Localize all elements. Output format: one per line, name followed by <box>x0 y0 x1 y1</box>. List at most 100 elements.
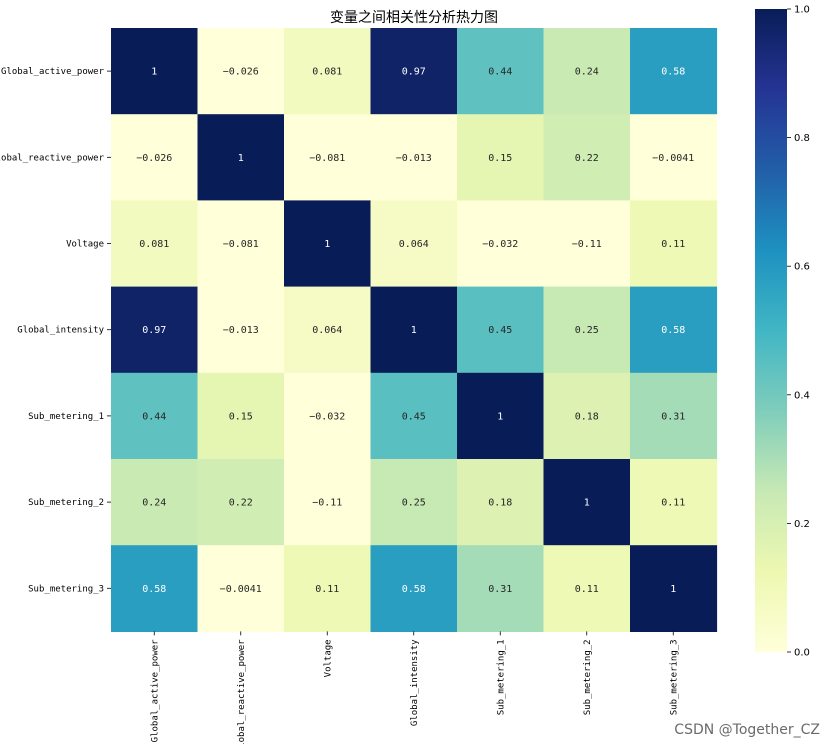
heatmap-cell <box>370 28 458 115</box>
cell-annotation: 1 <box>238 153 244 164</box>
cell-annotation: −0.013 <box>396 153 432 164</box>
heatmap-cell <box>630 286 718 374</box>
cell-annotation: 0.081 <box>312 67 342 78</box>
heatmap-cell <box>284 545 372 632</box>
cell-annotation: −0.013 <box>223 325 259 336</box>
cell-annotation: 0.18 <box>575 411 599 422</box>
heatmap-cell <box>457 286 545 374</box>
x-tick-label: Global_active_power <box>150 639 160 743</box>
cell-annotation: −0.0041 <box>652 153 694 164</box>
heatmap-cell <box>630 200 718 288</box>
heatmap-cell <box>284 200 372 288</box>
heatmap-cell <box>543 114 631 201</box>
heatmap-cell <box>197 459 285 546</box>
heatmap-cell <box>543 28 631 115</box>
cell-annotation: 0.18 <box>488 498 512 509</box>
x-axis-tick-labels: Global_active_power Global_reactive_power… <box>150 631 679 744</box>
cell-annotation: 1 <box>584 498 590 509</box>
watermark-text: CSDN @Together_CZ <box>674 722 820 738</box>
cell-annotation: 1 <box>670 584 676 595</box>
chart-title: 变量之间相关性分析热力图 <box>330 10 498 26</box>
colorbar-tick-label: 0.4 <box>794 390 810 401</box>
heatmap-cell <box>543 200 631 288</box>
cell-annotation: 0.97 <box>142 325 166 336</box>
x-tick-label: Sub_metering_3 <box>669 639 679 715</box>
heatmap-cell <box>284 286 372 374</box>
cell-annotation: 0.11 <box>575 584 599 595</box>
heatmap-cell <box>111 286 199 374</box>
y-axis-tick-labels: Global_active_power Global_reactive_power… <box>0 67 111 594</box>
heatmap-cell <box>630 372 718 460</box>
colorbar: 0.0 0.2 0.4 0.6 0.8 1.0 <box>755 5 810 659</box>
heatmap-cell <box>370 545 458 632</box>
heatmap-cell <box>630 459 718 546</box>
cell-annotation: −0.11 <box>312 498 342 509</box>
heatmap-cell <box>370 286 458 374</box>
heatmap-cell <box>284 372 372 460</box>
cell-annotation: −0.026 <box>223 67 259 78</box>
y-tick-label: Voltage <box>66 240 104 250</box>
cell-annotation: 1 <box>497 411 503 422</box>
heatmap-cell <box>111 114 199 201</box>
cell-annotation: 0.24 <box>575 67 599 78</box>
heatmap-cell <box>370 372 458 460</box>
heatmap-cell <box>457 545 545 632</box>
heatmap-cell <box>457 28 545 115</box>
heatmap-cell <box>543 372 631 460</box>
heatmap-cell <box>111 459 199 546</box>
colorbar-tick-label: 0.2 <box>794 519 810 530</box>
cell-annotation: 0.97 <box>402 67 426 78</box>
cell-annotation: 0.064 <box>399 239 429 250</box>
heatmap-cell <box>284 459 372 546</box>
cell-annotation: −0.0041 <box>220 584 262 595</box>
y-tick-label: Global_active_power <box>1 67 105 77</box>
heatmap-cell <box>457 114 545 201</box>
heatmap-cell <box>457 200 545 288</box>
cell-annotation: 0.58 <box>661 325 685 336</box>
cell-annotation: 1 <box>324 239 330 250</box>
cell-annotation: −0.026 <box>136 153 172 164</box>
heatmap-cell <box>543 545 631 632</box>
cell-annotation: 0.11 <box>661 498 685 509</box>
cell-annotation: 0.31 <box>488 584 512 595</box>
cell-annotation: 1 <box>411 325 417 336</box>
cell-annotation: −0.081 <box>223 239 259 250</box>
cell-annotation: 0.45 <box>488 325 512 336</box>
heatmap-cell <box>457 372 545 460</box>
heatmap-cell <box>197 372 285 460</box>
heatmap-cell <box>197 200 285 288</box>
cell-annotation: 1 <box>151 67 157 78</box>
cell-annotation: 0.44 <box>488 67 512 78</box>
heatmap-cell <box>197 286 285 374</box>
y-tick-label: Sub_metering_1 <box>28 412 104 422</box>
heatmap-cell <box>284 28 372 115</box>
cell-annotation: 0.11 <box>661 239 685 250</box>
cell-annotation: −0.081 <box>309 153 345 164</box>
heatmap-cell <box>630 28 718 115</box>
heatmap-grid: 1 −0.026 0.081 0.97 0.44 0.24 0.58 −0.026 1 −0.08… <box>111 28 718 632</box>
y-tick-label: Global_intensity <box>17 326 104 336</box>
y-tick-label: Global_reactive_power <box>0 153 105 163</box>
heatmap-cell <box>197 28 285 115</box>
heatmap-cell <box>543 459 631 546</box>
cell-annotation: 0.25 <box>402 498 426 509</box>
cell-annotation: −0.032 <box>482 239 518 250</box>
heatmap-cell <box>111 200 199 288</box>
heatmap-cell <box>630 545 718 632</box>
x-tick-label: Global_intensity <box>410 639 420 726</box>
heatmap-cell <box>543 286 631 374</box>
heatmap-cell <box>197 114 285 201</box>
heatmap-cell <box>370 114 458 201</box>
heatmap-cell <box>630 114 718 201</box>
cell-annotation: 0.22 <box>229 498 253 509</box>
cell-annotation: 0.064 <box>312 325 342 336</box>
cell-annotation: 0.24 <box>142 498 166 509</box>
heatmap-cell <box>457 459 545 546</box>
heatmap-cell <box>370 200 458 288</box>
cell-annotation: 0.44 <box>142 411 166 422</box>
cell-annotation: 0.11 <box>315 584 339 595</box>
cell-annotation: 0.081 <box>139 239 169 250</box>
colorbar-tick-label: 0.6 <box>794 262 810 273</box>
x-tick-label: Global_reactive_power <box>237 639 247 744</box>
